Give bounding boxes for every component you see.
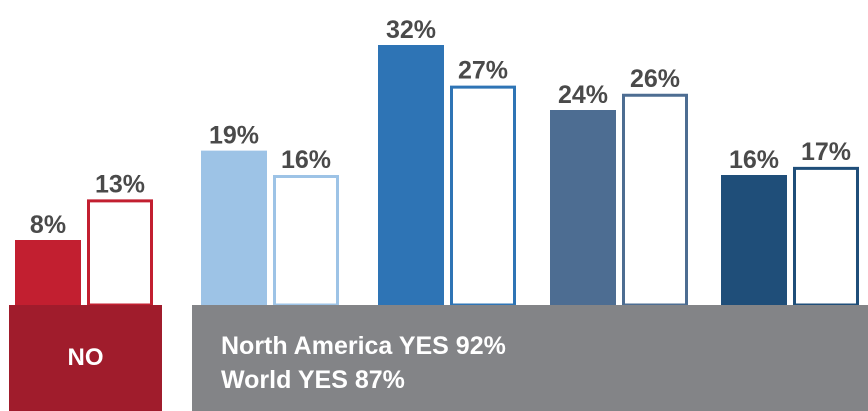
no-filled-value-label: 8% xyxy=(30,211,66,239)
g4-filled-bar xyxy=(721,175,787,305)
no-filled-bar xyxy=(15,240,81,305)
g2-filled-value-label: 32% xyxy=(386,16,436,44)
g3-filled-bar xyxy=(550,110,616,305)
g3-outline-value-label: 26% xyxy=(630,65,680,93)
world-yes-label: World YES 87% xyxy=(221,366,405,394)
no-outline-bar xyxy=(87,199,153,305)
g1-filled-bar xyxy=(201,150,267,305)
g2-outline-bar xyxy=(450,85,516,305)
bar-chart: 8% 13% 19% 16% 32% 27% 24% 26% 16% 17% xyxy=(15,16,859,305)
no-outline-value-label: 13% xyxy=(95,170,145,198)
g4-filled-value-label: 16% xyxy=(729,146,779,174)
g4-outline-value-label: 17% xyxy=(801,138,851,166)
g3-filled-value-label: 24% xyxy=(558,81,608,109)
yes-band: North America YES 92% World YES 87% xyxy=(192,305,868,411)
no-band: NO xyxy=(9,305,162,411)
north-america-yes-label: North America YES 92% xyxy=(221,332,506,360)
no-label: NO xyxy=(67,344,104,371)
g1-outline-bar xyxy=(273,175,339,305)
g2-filled-bar xyxy=(378,45,444,305)
g2-outline-value-label: 27% xyxy=(458,57,508,85)
g4-outline-bar xyxy=(793,166,859,305)
g1-outline-value-label: 16% xyxy=(281,146,331,174)
g3-outline-bar xyxy=(622,93,688,305)
g1-filled-value-label: 19% xyxy=(209,122,259,150)
